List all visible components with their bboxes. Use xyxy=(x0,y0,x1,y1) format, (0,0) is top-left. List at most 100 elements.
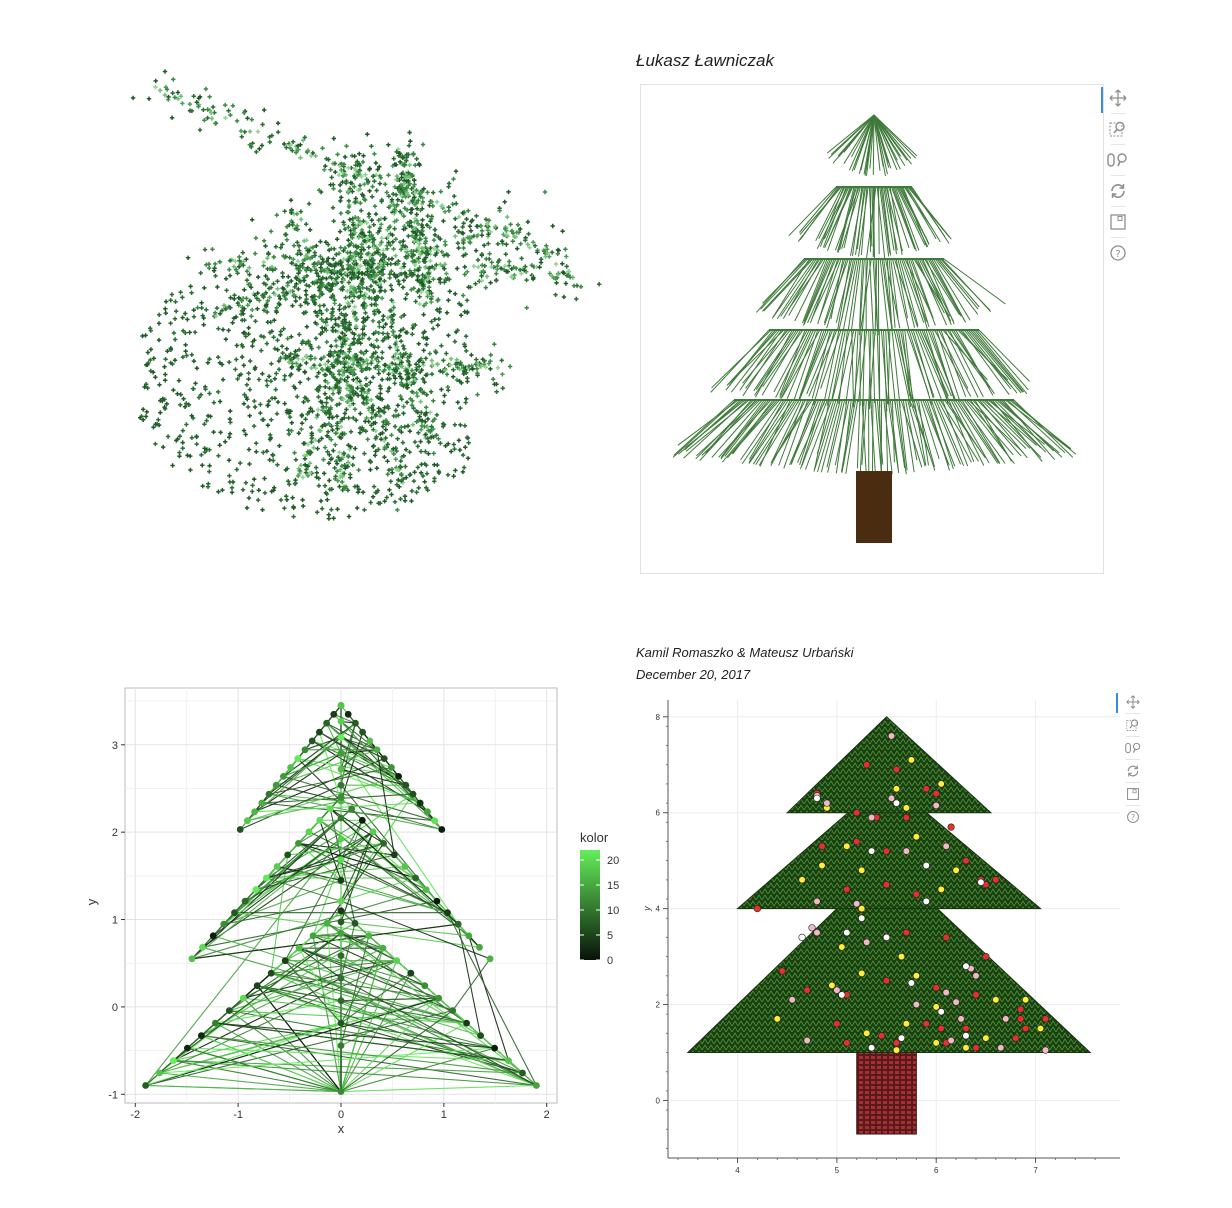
tree-needle-line xyxy=(941,258,992,313)
scatter-point xyxy=(409,488,415,494)
ornament-red xyxy=(843,885,851,893)
tree-needle-line xyxy=(755,399,798,465)
ornament-pink xyxy=(853,900,861,908)
scatter-point xyxy=(295,394,300,399)
scatter-point xyxy=(260,122,265,127)
scatter-point xyxy=(265,256,270,261)
scatter-point xyxy=(184,401,189,406)
scatter-point xyxy=(416,198,421,203)
scatter-point xyxy=(542,189,548,195)
scatter-point xyxy=(223,337,229,342)
network-edge xyxy=(201,1035,342,1093)
scatter-point xyxy=(310,280,315,285)
scatter-point xyxy=(356,218,361,223)
ornament-white xyxy=(798,933,806,941)
scatter-point xyxy=(380,331,386,336)
scatter-point xyxy=(321,354,326,360)
help-icon[interactable]: ? xyxy=(1122,808,1144,826)
help-icon[interactable]: ? xyxy=(1107,242,1129,264)
scatter-point xyxy=(391,191,396,197)
tree-needle-line xyxy=(730,329,780,393)
tree-needle-line xyxy=(781,329,821,398)
network-edge xyxy=(340,1084,537,1093)
scatter-point xyxy=(309,439,314,445)
scatter-point xyxy=(323,240,329,245)
tree-needle-line xyxy=(883,329,888,412)
ornament-yellow xyxy=(892,1046,901,1054)
save-icon[interactable] xyxy=(1107,211,1129,233)
scatter-point xyxy=(464,370,469,375)
ornament-yellow xyxy=(818,861,826,870)
scatter-point xyxy=(303,246,309,251)
scatter-point xyxy=(491,377,496,382)
wheel-zoom-icon[interactable] xyxy=(1107,149,1129,171)
scatter-point xyxy=(351,455,356,460)
scatter-point xyxy=(418,208,423,213)
scatter-point xyxy=(465,269,470,274)
scatter-point xyxy=(509,275,515,280)
scatter-point xyxy=(397,333,402,338)
scatter-point xyxy=(367,224,372,230)
scatter-point xyxy=(500,372,505,377)
wheel-zoom-icon[interactable] xyxy=(1122,739,1144,757)
scatter-point xyxy=(353,418,359,423)
scatter-point xyxy=(227,267,232,272)
scatter-point xyxy=(346,399,351,404)
scatter-point xyxy=(288,142,293,148)
scatter-point xyxy=(302,238,307,244)
tree-needle-line xyxy=(911,258,934,319)
y-axis-label: y xyxy=(84,898,99,905)
ornament-pink xyxy=(947,1036,955,1045)
scatter-point xyxy=(216,389,221,395)
tree-needle-line xyxy=(816,399,835,455)
scatter-point xyxy=(392,424,398,429)
y-tick-label: 0 xyxy=(112,1002,118,1014)
box-zoom-icon[interactable] xyxy=(1122,716,1144,734)
reset-icon[interactable] xyxy=(1122,762,1144,780)
scatter-point xyxy=(357,187,363,192)
tree-needle-line xyxy=(948,329,984,398)
scatter-point xyxy=(164,87,170,92)
scatter-point xyxy=(345,488,351,493)
box-zoom-icon[interactable] xyxy=(1107,118,1129,140)
scatter-point xyxy=(324,307,329,313)
pan-icon[interactable] xyxy=(1107,87,1129,109)
scatter-point xyxy=(466,440,471,445)
scatter-point xyxy=(416,245,421,250)
scatter-point xyxy=(399,360,404,365)
scatter-point xyxy=(372,151,377,157)
scatter-point xyxy=(431,237,437,243)
tree-needle-line xyxy=(972,329,1025,393)
tree-needle-line xyxy=(858,329,868,402)
save-icon[interactable] xyxy=(1122,785,1144,803)
pan-icon[interactable] xyxy=(1122,693,1144,711)
scatter-point xyxy=(180,295,185,300)
ornament-yellow xyxy=(962,1044,970,1052)
scatter-point xyxy=(169,292,175,297)
scatter-point xyxy=(386,335,391,340)
ornament-white xyxy=(858,914,866,922)
scatter-point xyxy=(256,274,261,280)
tree-needle-line xyxy=(931,258,966,322)
scatter-point xyxy=(564,264,569,269)
scatter-point xyxy=(455,328,460,333)
scatter-point xyxy=(276,367,282,372)
scatter-point xyxy=(394,218,399,223)
tree-needle-line xyxy=(878,186,880,255)
network-edge xyxy=(257,985,523,1074)
scatter-point xyxy=(371,173,376,179)
scatter-point xyxy=(387,345,393,350)
ornament-pink xyxy=(957,1015,965,1023)
scatter-point xyxy=(264,302,269,307)
tree-needle-line xyxy=(965,329,1018,394)
ornament-red xyxy=(882,881,891,889)
scatter-point xyxy=(404,400,410,405)
scatter-point xyxy=(280,242,285,247)
scatter-point xyxy=(432,232,438,238)
scatter-point xyxy=(216,355,221,360)
scatter-point xyxy=(510,239,515,244)
scatter-point xyxy=(180,440,185,445)
network-node xyxy=(369,828,377,836)
reset-icon[interactable] xyxy=(1107,180,1129,202)
scatter-point xyxy=(261,259,266,265)
